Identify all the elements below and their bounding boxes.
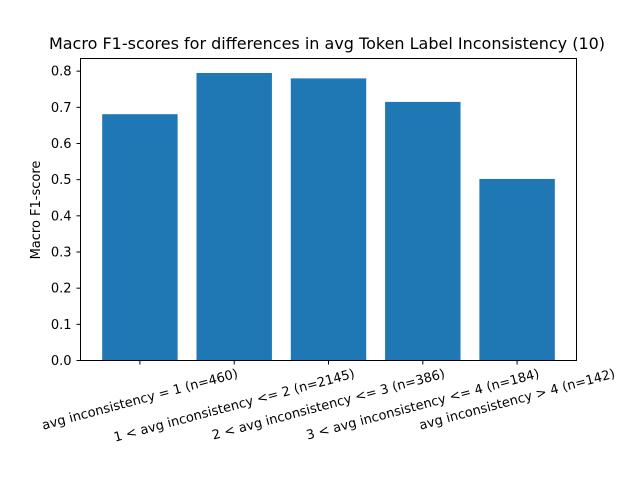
y-tick-label: 0.2 (51, 282, 72, 297)
y-tick-label: 0.0 (51, 354, 72, 369)
y-tick-label: 0.3 (51, 245, 72, 260)
bar-2 (196, 72, 272, 361)
y-axis-label: Macro F1-score (29, 161, 44, 260)
y-tick-label: 0.1 (51, 318, 72, 333)
bar-5 (479, 178, 555, 361)
plot-frame (80, 58, 577, 361)
y-axis-ticks: 0.0 0.1 0.2 0.3 0.4 0.5 0.6 0.7 0.8 (51, 65, 81, 369)
y-tick-label: 0.6 (51, 137, 72, 152)
y-tick-label: 0.4 (51, 209, 72, 224)
bar-3 (290, 78, 367, 361)
y-tick-label: 0.7 (51, 101, 72, 116)
bar-1 (102, 114, 178, 361)
bars-group (102, 72, 555, 361)
y-tick-label: 0.8 (51, 65, 72, 80)
chart-title: Macro F1-scores for differences in avg T… (49, 34, 605, 53)
bar-4 (385, 101, 461, 361)
y-tick-label: 0.5 (51, 173, 72, 188)
x-axis-ticks: avg inconsistency = 1 (n=460)1 < avg inc… (40, 360, 617, 446)
